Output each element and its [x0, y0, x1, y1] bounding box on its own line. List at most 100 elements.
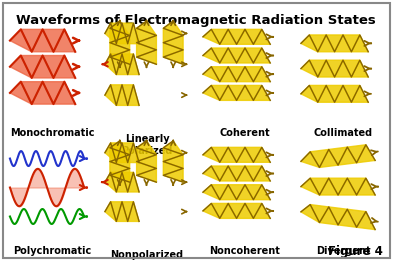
Text: Polychromatic: Polychromatic — [13, 246, 91, 256]
Text: Waveforms of Electromagnetic Radiation States: Waveforms of Electromagnetic Radiation S… — [16, 14, 376, 27]
Polygon shape — [110, 50, 130, 64]
Polygon shape — [301, 205, 320, 223]
Polygon shape — [253, 29, 270, 44]
Polygon shape — [163, 141, 183, 155]
Polygon shape — [163, 50, 183, 64]
Polygon shape — [253, 85, 270, 100]
Polygon shape — [329, 178, 347, 195]
Polygon shape — [228, 166, 245, 181]
Polygon shape — [301, 152, 320, 168]
Polygon shape — [42, 82, 64, 104]
Polygon shape — [137, 148, 156, 162]
Polygon shape — [116, 23, 128, 44]
Polygon shape — [237, 48, 253, 63]
Polygon shape — [220, 203, 237, 218]
Polygon shape — [253, 67, 270, 82]
Polygon shape — [211, 203, 228, 218]
Polygon shape — [211, 67, 228, 82]
Polygon shape — [228, 48, 245, 63]
Polygon shape — [110, 148, 130, 162]
Polygon shape — [301, 85, 318, 102]
Polygon shape — [10, 56, 32, 78]
Polygon shape — [53, 56, 75, 78]
Polygon shape — [253, 147, 270, 162]
Polygon shape — [318, 60, 334, 77]
Polygon shape — [163, 35, 183, 50]
Polygon shape — [320, 150, 338, 168]
Polygon shape — [163, 168, 183, 182]
Polygon shape — [220, 185, 237, 200]
Polygon shape — [237, 185, 253, 200]
Polygon shape — [228, 67, 245, 82]
Polygon shape — [203, 29, 220, 44]
Polygon shape — [203, 147, 220, 162]
Polygon shape — [347, 209, 366, 227]
Polygon shape — [110, 141, 130, 155]
Polygon shape — [111, 172, 122, 192]
Polygon shape — [245, 29, 262, 44]
Polygon shape — [110, 28, 130, 43]
Text: Divergent: Divergent — [316, 246, 370, 256]
Polygon shape — [326, 85, 343, 102]
Polygon shape — [203, 85, 220, 100]
Polygon shape — [245, 48, 262, 63]
Polygon shape — [343, 85, 360, 102]
Polygon shape — [128, 202, 139, 221]
Polygon shape — [128, 172, 139, 192]
Polygon shape — [137, 35, 156, 50]
Polygon shape — [220, 67, 237, 82]
Polygon shape — [137, 162, 156, 175]
Polygon shape — [329, 147, 347, 165]
Polygon shape — [228, 185, 245, 200]
Polygon shape — [351, 35, 368, 52]
Polygon shape — [356, 178, 375, 195]
Polygon shape — [122, 23, 133, 44]
Text: Monochromatic: Monochromatic — [10, 128, 94, 138]
Polygon shape — [203, 48, 220, 63]
Polygon shape — [122, 85, 133, 105]
Polygon shape — [356, 145, 375, 163]
Polygon shape — [253, 166, 270, 181]
Polygon shape — [10, 82, 32, 104]
Polygon shape — [329, 207, 347, 225]
Polygon shape — [351, 85, 368, 102]
Polygon shape — [228, 147, 245, 162]
Polygon shape — [237, 29, 253, 44]
Polygon shape — [137, 168, 156, 182]
Polygon shape — [128, 54, 139, 75]
Polygon shape — [245, 147, 262, 162]
Polygon shape — [21, 56, 42, 78]
Polygon shape — [105, 172, 116, 192]
Polygon shape — [53, 29, 75, 52]
Polygon shape — [203, 166, 220, 181]
Polygon shape — [228, 29, 245, 44]
Polygon shape — [122, 202, 133, 221]
Polygon shape — [42, 56, 64, 78]
Polygon shape — [110, 43, 130, 57]
Polygon shape — [338, 147, 356, 165]
Polygon shape — [211, 48, 228, 63]
Polygon shape — [237, 85, 253, 100]
Polygon shape — [309, 60, 326, 77]
Polygon shape — [137, 50, 156, 64]
Polygon shape — [301, 35, 318, 52]
Polygon shape — [116, 85, 128, 105]
Polygon shape — [356, 212, 375, 230]
Polygon shape — [128, 143, 139, 163]
Polygon shape — [116, 202, 128, 221]
Polygon shape — [237, 67, 253, 82]
Polygon shape — [211, 85, 228, 100]
Text: Nonpolarized: Nonpolarized — [110, 250, 184, 260]
Polygon shape — [310, 150, 329, 168]
Polygon shape — [320, 178, 338, 195]
Polygon shape — [111, 202, 122, 221]
Polygon shape — [310, 178, 329, 195]
Polygon shape — [318, 35, 334, 52]
Polygon shape — [343, 60, 360, 77]
Text: Collimated: Collimated — [314, 128, 373, 138]
Polygon shape — [220, 48, 237, 63]
Polygon shape — [220, 85, 237, 100]
Polygon shape — [309, 35, 326, 52]
Polygon shape — [301, 60, 318, 77]
Polygon shape — [110, 162, 130, 175]
